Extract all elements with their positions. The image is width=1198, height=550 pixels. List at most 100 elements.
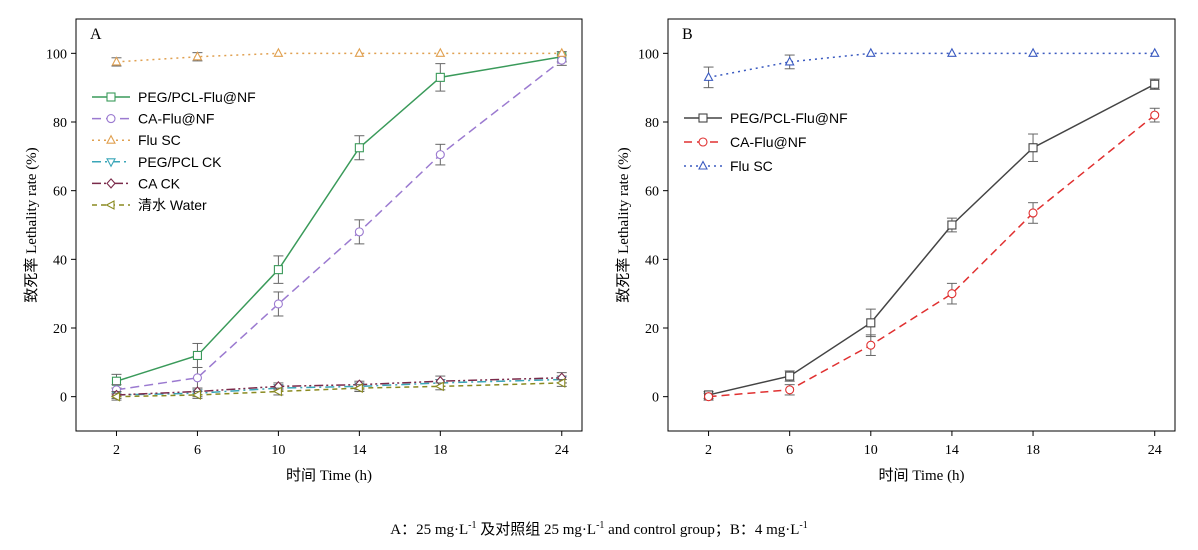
- panel-a-legend-item-peg-pcl-flu-nf-label: PEG/PCL-Flu@NF: [138, 89, 256, 105]
- panel-b-series-ca-flu-nf-point: [1028, 208, 1038, 218]
- panel-a-y-axis-title: 致死率 Lethality rate (%): [23, 147, 40, 302]
- panel-a-legend-item-peg-pcl-ck: PEG/PCL CK: [92, 154, 222, 170]
- panel-b-legend-item-flu-sc-label: Flu SC: [730, 158, 773, 174]
- panel-a-legend-item-peg-pcl-ck-label: PEG/PCL CK: [138, 154, 222, 170]
- panel-b-x-tick-label: 18: [1026, 443, 1040, 458]
- panel-b-series-peg-pcl-flu-nf-point: [785, 371, 795, 381]
- panel-b-x-tick-label: 10: [864, 443, 878, 458]
- panel-a-x-tick-label: 6: [194, 443, 201, 458]
- panel-a-legend-item-ca-ck: CA CK: [92, 175, 181, 191]
- panel-b-series-flu-sc-point: [865, 47, 876, 57]
- panel-b-plot-frame: [667, 18, 1176, 432]
- panel-a-series-flu-sc-point: [354, 47, 365, 57]
- panel-a-x-tick-label: 24: [555, 443, 569, 458]
- panel-a-legend-item-ca-flu-nf-swatch-marker: [106, 114, 116, 124]
- panel-a-plot-frame: [75, 18, 583, 432]
- panel-a-series-peg-pcl-flu-nf-point: [435, 72, 445, 82]
- figure-caption: A：25 mg·L-1 及对照组 25 mg·L-1 and control g…: [390, 520, 808, 538]
- panel-a-x-axis-title: 时间 Time (h): [286, 467, 372, 484]
- panel-b-series-flu-sc-point: [1028, 47, 1038, 57]
- panel-a-x-tick-label: 18: [433, 443, 447, 458]
- panel-b-series-ca-flu-nf-point: [1150, 110, 1160, 120]
- panel-a-series-flu-sc-point: [111, 56, 122, 66]
- panel-b-y-tick-label: 0: [652, 391, 659, 406]
- panel-b-series-ca-flu-nf-line: [708, 114, 1156, 398]
- panel-a-x-tick-label: 14: [352, 443, 366, 458]
- panel-a-series-peg-pcl-flu-nf-point: [111, 376, 122, 386]
- panel-a-series-ca-flu-nf-point: [354, 227, 364, 237]
- chart-panel-a: A 0 20 40 60 80 100 2 6 10 14 18 24 时间 Time (h) 致死率 Le…: [23, 18, 583, 484]
- panel-b-x-tick-label: 6: [786, 443, 793, 458]
- panel-a-legend-item-flu-sc-swatch-marker: [106, 134, 116, 144]
- panel-a-series-ca-flu-nf-point: [192, 373, 202, 383]
- panel-a-series-peg-pcl-ck-line: [116, 378, 562, 396]
- panel-b-y-tick-label: 40: [645, 253, 659, 268]
- panel-b-x-axis-title: 时间 Time (h): [878, 467, 964, 484]
- panel-b-x-tick-label: 14: [945, 443, 959, 458]
- panel-b-legend-item-peg-pcl-flu-nf-swatch-marker: [698, 113, 708, 123]
- panel-a-series-flu-sc-line: [116, 52, 562, 63]
- panel-b-y-tick-label: 20: [645, 322, 659, 337]
- panel-a-series-peg-pcl-flu-nf-point: [354, 143, 364, 153]
- panel-a-series-peg-pcl-flu-nf-line: [116, 56, 562, 382]
- panel-a-series-ca-flu-nf-point: [435, 150, 445, 160]
- panel-a-legend: PEG/PCL-Flu@NF CA-Flu@NF Flu SC PEG/PCL CK C…: [92, 89, 256, 213]
- panel-a-series-water: [110, 378, 567, 402]
- panel-a-legend-item-peg-pcl-ck-swatch-marker: [106, 158, 116, 168]
- panel-a-series-water-point: [191, 390, 201, 400]
- panel-a-series-peg-pcl-flu-nf-point: [192, 350, 202, 361]
- panel-b-legend-item-flu-sc-swatch-marker: [698, 160, 708, 170]
- panel-a-y-tick-label: 40: [53, 253, 67, 268]
- panel-b-y-axis-title: 致死率 Lethality rate (%): [615, 147, 632, 302]
- panel-a-series-water-point: [353, 383, 363, 394]
- panel-b-legend-item-peg-pcl-flu-nf-label: PEG/PCL-Flu@NF: [730, 110, 848, 126]
- panel-a-legend-item-flu-sc-label: Flu SC: [138, 132, 181, 148]
- panel-b-letter: B: [682, 26, 693, 43]
- panel-b-series-ca-flu-nf-point: [947, 289, 957, 299]
- panel-a-series-peg-pcl-flu-nf-point: [273, 265, 283, 275]
- panel-a-series-water-point: [434, 381, 444, 392]
- panel-a-series-flu-sc: [111, 47, 567, 67]
- panel-a-legend-item-peg-pcl-flu-nf-swatch-marker: [106, 92, 116, 102]
- panel-b-series-ca-flu-nf: [703, 107, 1160, 402]
- panel-b-legend: PEG/PCL-Flu@NF CA-Flu@NF Flu SC: [684, 110, 848, 174]
- panel-b-series-flu-sc-point: [947, 47, 957, 57]
- panel-a-x-tick-label: 2: [113, 443, 120, 458]
- panel-b-legend-item-ca-flu-nf-label: CA-Flu@NF: [730, 134, 806, 150]
- panel-b-series-ca-flu-nf-point: [866, 340, 876, 350]
- panel-a-series-ca-flu-nf-point: [557, 55, 567, 65]
- chart-panel-b: B 0 20 40 60 80 100 2 6 10 14 18 24 时间 Time (h) 致死率 Le…: [615, 18, 1176, 484]
- panel-b-series-flu-sc: [703, 47, 1160, 89]
- panel-b-series-peg-pcl-flu-nf: [703, 78, 1160, 400]
- panel-a-legend-item-water: 清水 Water: [92, 197, 207, 213]
- panel-b-series-flu-sc-point: [1149, 47, 1160, 57]
- panel-a-legend-item-flu-sc: Flu SC: [92, 132, 181, 148]
- panel-b-x-tick-label: 2: [705, 443, 712, 458]
- panel-a-series-flu-sc-point: [435, 47, 446, 57]
- panel-b-series-ca-flu-nf-point: [704, 392, 714, 402]
- panel-a-series-flu-sc-point: [192, 51, 203, 61]
- panel-b-y-tick-label: 100: [638, 47, 659, 62]
- panel-b-series-flu-sc-point: [784, 56, 795, 66]
- panel-a-legend-item-water-label: 清水 Water: [138, 197, 207, 213]
- panel-a-series-water-point: [110, 391, 121, 402]
- panel-a-legend-item-peg-pcl-flu-nf: PEG/PCL-Flu@NF: [92, 89, 256, 105]
- panel-b-y-tick-label: 60: [645, 185, 659, 200]
- panel-b-legend-item-ca-flu-nf-swatch-marker: [698, 137, 708, 147]
- panel-a-y-tick-label: 100: [46, 47, 67, 62]
- panel-a-y-tick-label: 20: [53, 322, 67, 337]
- panel-a-letter: A: [90, 26, 102, 43]
- panel-b-x-tick-label: 24: [1148, 443, 1162, 458]
- panel-a-series-flu-sc-point: [273, 47, 284, 57]
- panel-a-series-ca-flu-nf-line: [116, 59, 563, 391]
- panel-b-series-peg-pcl-flu-nf-line: [708, 83, 1156, 396]
- panel-a-series-water-point: [272, 386, 282, 397]
- panel-a-series-ca-flu-nf-point: [273, 299, 283, 309]
- panel-a-series-water-point: [556, 378, 566, 388]
- panel-b-legend-item-peg-pcl-flu-nf: PEG/PCL-Flu@NF: [684, 110, 848, 126]
- panel-b-series-peg-pcl-flu-nf-point: [1028, 143, 1038, 153]
- panel-a-x-tick-label: 10: [271, 443, 285, 458]
- panel-b-series-peg-pcl-flu-nf-point: [866, 318, 876, 328]
- panel-a-y-tick-label: 80: [53, 116, 67, 131]
